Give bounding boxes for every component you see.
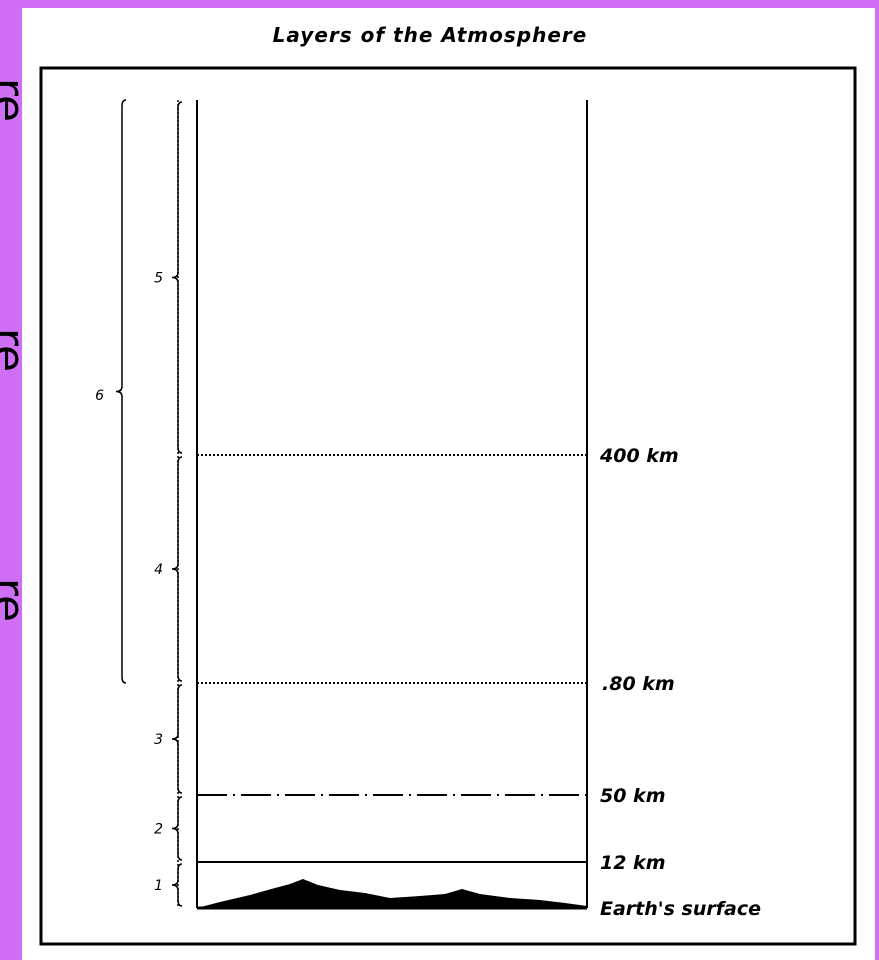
frame <box>39 66 857 946</box>
mountain <box>197 879 587 908</box>
layer-brace <box>171 796 183 861</box>
layer-number: 2 <box>154 822 163 838</box>
layer-number: 1 <box>154 878 163 894</box>
title: Layers of the Atmosphere <box>273 23 588 47</box>
boundary-label: Earth's surface <box>600 898 761 920</box>
boundary-label: 50 km <box>600 785 666 807</box>
side-text: re <box>0 328 34 372</box>
boundary-label: 400 km <box>599 445 679 467</box>
layer-number: 5 <box>154 271 163 287</box>
panel <box>22 8 875 960</box>
outer-layer-number: 6 <box>95 388 104 404</box>
outer-brace <box>115 99 127 684</box>
boundary-label: 12 km <box>600 852 666 874</box>
side-text: re <box>0 578 34 622</box>
layer-number: 4 <box>154 562 163 578</box>
side-text-group: re re re <box>0 78 34 622</box>
layer-brace <box>171 684 183 794</box>
layer-number: 3 <box>154 732 163 748</box>
layer-brace <box>171 863 183 907</box>
layer-brace <box>171 101 183 454</box>
layer-brace <box>171 456 183 682</box>
side-text: re <box>0 78 34 122</box>
diagram: 400 km .80 km 50 km 12 km Earth's surface 1 2 3… <box>95 99 761 920</box>
boundary-label: .80 km <box>602 673 675 695</box>
